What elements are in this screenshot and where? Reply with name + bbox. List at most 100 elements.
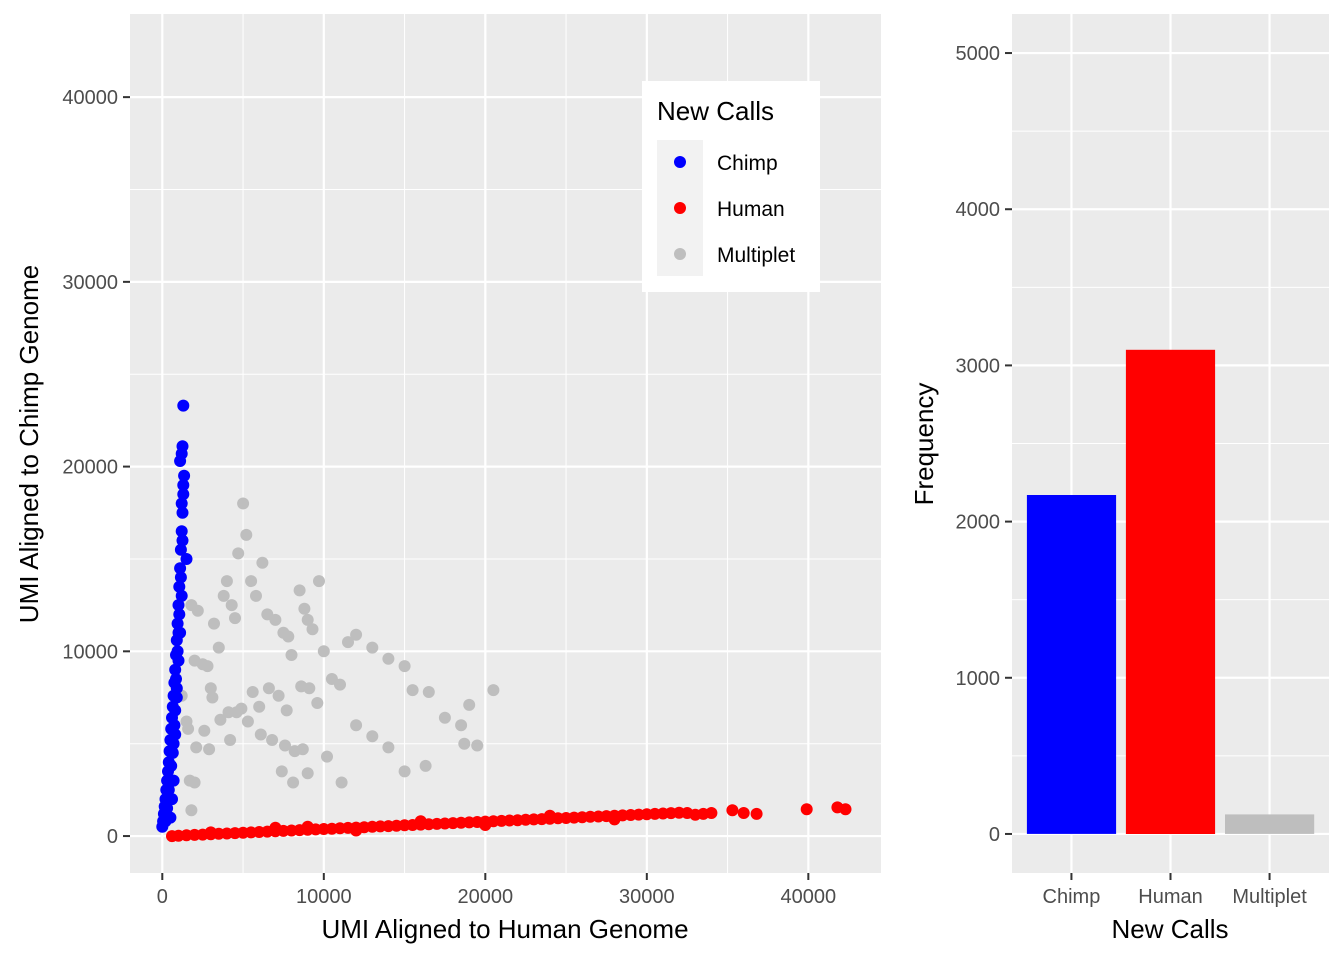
scatter-point-multiplet xyxy=(254,728,267,741)
scatter-point-multiplet xyxy=(303,682,316,695)
scatter-point-multiplet xyxy=(279,739,291,752)
scatter-point-multiplet xyxy=(245,575,258,588)
scatter-point-multiplet xyxy=(301,767,314,780)
scatter-point-human xyxy=(350,824,363,837)
scatter-point-human xyxy=(608,813,621,826)
scatter-point-multiplet xyxy=(206,691,219,704)
bar-multiplet xyxy=(1225,814,1315,834)
scatter-point-multiplet xyxy=(217,589,230,602)
scatter-point-multiplet xyxy=(422,686,435,698)
scatter-point-chimp xyxy=(172,599,185,612)
scatter-point-multiplet xyxy=(487,684,500,697)
bar-x-tick-label: Chimp xyxy=(1043,886,1101,908)
scatter-point-chimp xyxy=(173,608,186,621)
scatter-y-tick-label: 10000 xyxy=(62,641,118,663)
scatter-point-chimp xyxy=(172,626,185,639)
scatter-point-multiplet xyxy=(188,776,201,789)
scatter-point-multiplet xyxy=(225,599,238,612)
scatter-point-multiplet xyxy=(438,711,451,724)
scatter-point-multiplet xyxy=(350,628,363,641)
scatter-point-multiplet xyxy=(266,734,279,746)
scatter-point-multiplet xyxy=(398,765,411,778)
bar-y-tick-label: 4000 xyxy=(956,199,1001,221)
scatter-point-chimp xyxy=(175,497,188,510)
scatter-point-multiplet xyxy=(282,630,295,643)
scatter-point-multiplet xyxy=(253,700,266,713)
scatter-point-chimp xyxy=(175,589,188,602)
scatter-point-human xyxy=(301,820,314,833)
scatter-point-multiplet xyxy=(458,737,471,750)
scatter-point-multiplet xyxy=(198,724,211,737)
scatter-point-multiplet xyxy=(280,704,293,717)
scatter-point-chimp xyxy=(172,654,185,667)
scatter-points xyxy=(156,399,852,843)
scatter-point-multiplet xyxy=(406,684,419,697)
scatter-point-human xyxy=(543,809,556,822)
scatter-x-tick-label: 30000 xyxy=(619,886,675,908)
scatter-point-multiplet xyxy=(250,589,262,602)
scatter-point-chimp xyxy=(169,728,182,741)
scatter-point-human xyxy=(750,807,763,820)
scatter-point-multiplet xyxy=(296,743,309,756)
scatter-x-tick-label: 0 xyxy=(157,886,168,908)
bar-y-tick-label: 3000 xyxy=(956,355,1001,377)
bar-x-axis-title: New Calls xyxy=(1111,914,1228,944)
scatter-point-multiplet xyxy=(455,719,468,732)
bar-y-axis-title: Frequency xyxy=(909,383,939,506)
scatter-point-chimp xyxy=(176,440,189,453)
scatter-point-chimp xyxy=(173,580,186,593)
scatter-point-multiplet xyxy=(246,686,259,698)
scatter-point-chimp xyxy=(169,663,182,676)
bar-axes: 0 1000 2000 3000 4000 5000 Chimp Human Multiplet xyxy=(956,43,1308,908)
scatter-point-multiplet xyxy=(232,547,245,560)
legend-label-human: Human xyxy=(717,198,785,221)
scatter-point-multiplet xyxy=(237,497,250,510)
bar-y-tick-label: 2000 xyxy=(956,512,1001,534)
scatter-y-tick-label: 30000 xyxy=(62,272,118,294)
scatter-point-multiplet xyxy=(334,678,346,691)
scatter-x-axis-title: UMI Aligned to Human Genome xyxy=(321,914,688,944)
scatter-point-chimp xyxy=(177,479,190,492)
scatter-point-chimp xyxy=(171,645,184,658)
scatter-point-multiplet xyxy=(222,706,235,719)
scatter-point-chimp xyxy=(161,802,174,815)
scatter-point-chimp xyxy=(165,759,178,772)
scatter-panel: 0 10000 20000 30000 40000 0 10000 20000 30000 400… xyxy=(14,14,881,944)
scatter-point-multiplet xyxy=(240,528,253,541)
scatter-point-multiplet xyxy=(463,698,476,711)
scatter-point-multiplet xyxy=(366,730,379,743)
scatter-point-multiplet xyxy=(311,697,324,709)
legend-key-chimp xyxy=(674,156,686,168)
scatter-x-tick-label: 20000 xyxy=(457,886,513,908)
scatter-point-multiplet xyxy=(321,750,333,763)
scatter-point-multiplet xyxy=(220,575,233,588)
scatter-point-human xyxy=(705,807,718,819)
scatter-point-chimp xyxy=(175,525,188,538)
scatter-point-multiplet xyxy=(293,584,306,597)
scatter-point-multiplet xyxy=(241,715,254,728)
legend: New Calls Chimp Human Multiplet xyxy=(642,81,820,292)
scatter-y-axis-title: UMI Aligned to Chimp Genome xyxy=(14,265,44,623)
scatter-point-multiplet xyxy=(306,623,319,636)
scatter-point-chimp xyxy=(166,793,178,806)
scatter-point-human xyxy=(726,804,739,817)
scatter-y-tick-label: 0 xyxy=(107,826,118,848)
scatter-point-human xyxy=(479,819,492,831)
scatter-point-multiplet xyxy=(182,722,195,735)
scatter-point-multiplet xyxy=(185,804,198,817)
scatter-point-multiplet xyxy=(382,741,395,754)
scatter-point-chimp xyxy=(177,488,190,501)
scatter-point-chimp xyxy=(176,506,189,519)
scatter-point-multiplet xyxy=(204,682,217,695)
scatter-point-multiplet xyxy=(285,649,298,661)
scatter-point-multiplet xyxy=(275,765,288,778)
scatter-point-multiplet xyxy=(203,743,216,756)
scatter-point-multiplet xyxy=(342,636,354,649)
scatter-point-chimp xyxy=(159,815,172,828)
scatter-point-chimp xyxy=(171,617,184,630)
scatter-point-multiplet xyxy=(335,776,348,789)
scatter-y-tick-label: 20000 xyxy=(62,457,118,479)
bar-human xyxy=(1125,349,1216,834)
scatter-point-multiplet xyxy=(419,759,432,772)
scatter-point-chimp xyxy=(178,469,191,482)
